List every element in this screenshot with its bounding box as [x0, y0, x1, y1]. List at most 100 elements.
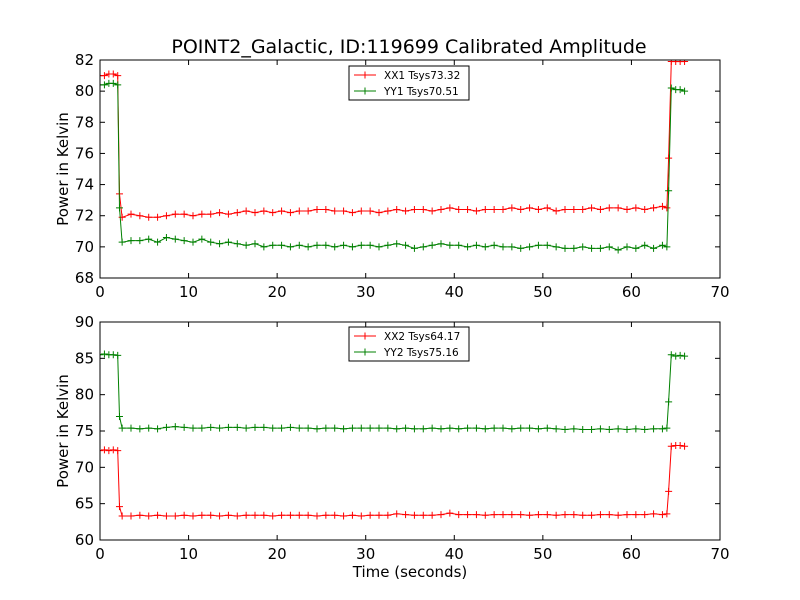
data-point	[127, 210, 135, 218]
data-point	[207, 210, 215, 218]
x-tick-label: 50	[533, 283, 552, 301]
data-point	[428, 207, 436, 215]
data-point	[295, 511, 303, 519]
data-point	[570, 244, 578, 252]
data-point	[278, 424, 286, 432]
data-point	[224, 423, 232, 431]
data-point	[375, 243, 383, 251]
data-point	[162, 234, 170, 242]
legend: XX1 Tsys73.32 YY1 Tsys70.51	[348, 65, 470, 101]
data-point	[384, 207, 392, 215]
legend: XX2 Tsys64.17 YY2 Tsys75.16	[348, 326, 470, 362]
data-point	[260, 511, 268, 519]
data-point	[171, 210, 179, 218]
data-point	[109, 70, 117, 78]
data-point	[366, 207, 374, 215]
data-point	[100, 446, 108, 454]
data-point	[162, 212, 170, 220]
data-point	[428, 241, 436, 249]
data-point	[189, 424, 197, 432]
data-point	[136, 425, 144, 433]
data-point	[543, 511, 551, 519]
data-point	[437, 240, 445, 248]
y-tick-label: 80	[75, 386, 94, 404]
data-point	[663, 204, 671, 212]
y-tick-label: 70	[75, 238, 94, 256]
data-point	[605, 243, 613, 251]
data-point	[579, 243, 587, 251]
x-tick-label: 40	[445, 545, 464, 563]
data-point	[224, 511, 232, 519]
data-point	[667, 351, 675, 359]
data-point	[419, 243, 427, 251]
data-point	[115, 204, 123, 212]
data-point	[663, 510, 671, 518]
axes-frame	[99, 59, 721, 279]
y-tick-label: 74	[75, 176, 94, 194]
data-point	[526, 204, 534, 212]
data-point	[233, 209, 241, 217]
data-point	[295, 241, 303, 249]
data-point	[340, 241, 348, 249]
data-point	[357, 512, 365, 520]
data-point	[665, 154, 673, 162]
data-point	[464, 511, 472, 519]
data-point	[233, 423, 241, 431]
data-point	[198, 424, 206, 432]
data-point	[455, 425, 463, 433]
legend-marker	[361, 71, 369, 79]
data-point	[313, 241, 321, 249]
data-point	[499, 511, 507, 519]
data-point	[552, 511, 560, 519]
data-point	[552, 243, 560, 251]
data-point	[641, 241, 649, 249]
data-point	[207, 238, 215, 246]
data-point	[260, 243, 268, 251]
y-tick-label: 82	[75, 51, 94, 69]
data-point	[526, 243, 534, 251]
data-point	[419, 425, 427, 433]
data-point	[543, 241, 551, 249]
data-point	[322, 424, 330, 432]
data-point	[127, 424, 135, 432]
data-point	[446, 241, 454, 249]
data-point	[663, 424, 671, 432]
data-point	[278, 207, 286, 215]
data-point	[114, 351, 122, 359]
x-tick-label: 60	[622, 283, 641, 301]
data-point	[499, 424, 507, 432]
data-point	[410, 244, 418, 252]
data-point	[402, 424, 410, 432]
data-point	[623, 243, 631, 251]
data-point	[105, 447, 113, 455]
data-point	[162, 423, 170, 431]
data-point	[313, 425, 321, 433]
data-point	[676, 86, 684, 94]
y-tick-label: 60	[75, 531, 94, 549]
data-point	[402, 207, 410, 215]
data-point	[490, 424, 498, 432]
data-point	[481, 243, 489, 251]
data-point	[605, 511, 613, 519]
data-point	[114, 72, 122, 80]
data-point	[127, 237, 135, 245]
data-point	[455, 511, 463, 519]
data-point	[189, 512, 197, 520]
data-point	[145, 512, 153, 520]
plot-area	[100, 60, 689, 254]
data-point	[384, 511, 392, 519]
data-point	[269, 512, 277, 520]
legend-label: XX2 Tsys64.17	[384, 331, 460, 343]
data-point	[145, 235, 153, 243]
data-point	[665, 187, 673, 195]
data-point	[402, 511, 410, 519]
data-point	[623, 426, 631, 434]
x-tick-label: 70	[710, 283, 729, 301]
data-point	[304, 424, 312, 432]
data-point	[357, 424, 365, 432]
data-point	[340, 425, 348, 433]
data-point	[322, 241, 330, 249]
data-point	[115, 503, 123, 511]
data-point	[269, 424, 277, 432]
data-point	[242, 241, 250, 249]
